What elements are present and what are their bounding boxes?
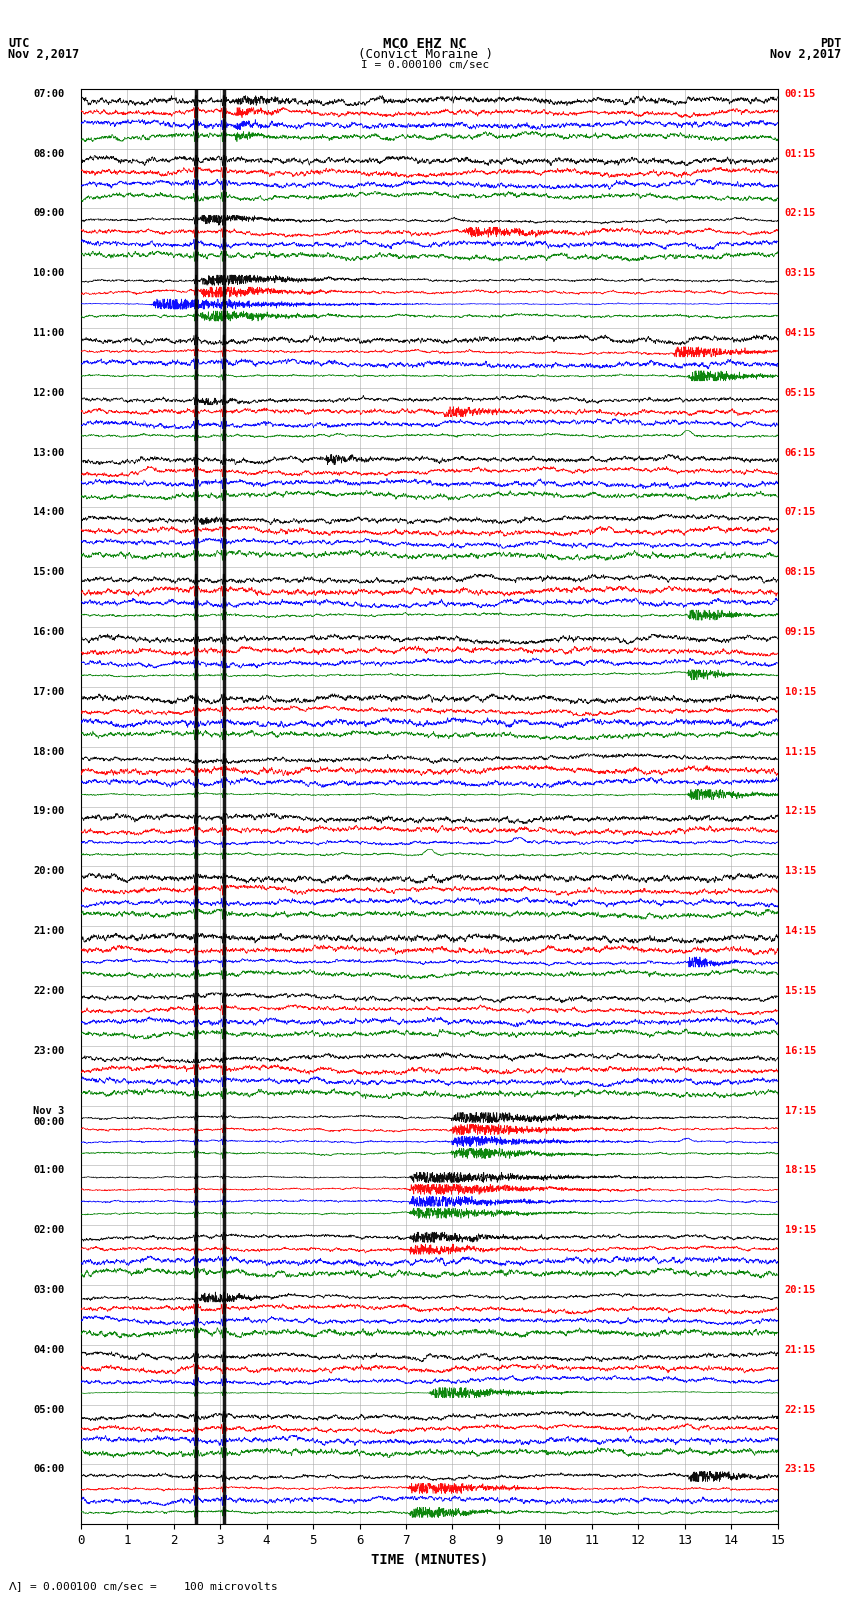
Text: 20:15: 20:15	[785, 1286, 816, 1295]
Text: 23:15: 23:15	[785, 1465, 816, 1474]
Text: 21:00: 21:00	[33, 926, 65, 936]
Text: 15:00: 15:00	[33, 568, 65, 577]
Text: 16:15: 16:15	[785, 1045, 816, 1057]
Text: 13:00: 13:00	[33, 448, 65, 458]
Text: 22:00: 22:00	[33, 986, 65, 995]
Text: 00:15: 00:15	[785, 89, 816, 98]
Text: 14:15: 14:15	[785, 926, 816, 936]
Text: 02:15: 02:15	[785, 208, 816, 218]
Text: 19:15: 19:15	[785, 1226, 816, 1236]
Text: 08:00: 08:00	[33, 148, 65, 158]
Text: 17:00: 17:00	[33, 687, 65, 697]
Text: 03:00: 03:00	[33, 1286, 65, 1295]
Text: 20:00: 20:00	[33, 866, 65, 876]
Text: 22:15: 22:15	[785, 1405, 816, 1415]
Text: 18:00: 18:00	[33, 747, 65, 756]
Text: 07:15: 07:15	[785, 508, 816, 518]
Text: 05:00: 05:00	[33, 1405, 65, 1415]
Text: 21:15: 21:15	[785, 1345, 816, 1355]
Text: 01:00: 01:00	[33, 1165, 65, 1176]
Text: 09:15: 09:15	[785, 627, 816, 637]
Text: UTC: UTC	[8, 37, 30, 50]
Text: 04:00: 04:00	[33, 1345, 65, 1355]
Text: 01:15: 01:15	[785, 148, 816, 158]
Text: 18:15: 18:15	[785, 1165, 816, 1176]
Text: 09:00: 09:00	[33, 208, 65, 218]
Text: 05:15: 05:15	[785, 387, 816, 398]
Text: Nov 2,2017: Nov 2,2017	[8, 48, 80, 61]
Text: Nov 3
00:00: Nov 3 00:00	[33, 1105, 65, 1127]
Text: 06:00: 06:00	[33, 1465, 65, 1474]
Text: 16:00: 16:00	[33, 627, 65, 637]
Text: 02:00: 02:00	[33, 1226, 65, 1236]
Text: MCO EHZ NC: MCO EHZ NC	[383, 37, 467, 52]
Text: PDT: PDT	[820, 37, 842, 50]
Text: 15:15: 15:15	[785, 986, 816, 995]
Text: 14:00: 14:00	[33, 508, 65, 518]
Text: 03:15: 03:15	[785, 268, 816, 277]
Text: 12:00: 12:00	[33, 387, 65, 398]
Text: 08:15: 08:15	[785, 568, 816, 577]
Text: 17:15: 17:15	[785, 1105, 816, 1116]
Text: 04:15: 04:15	[785, 327, 816, 339]
Text: (Convict Moraine ): (Convict Moraine )	[358, 48, 492, 61]
Text: 06:15: 06:15	[785, 448, 816, 458]
Text: 11:15: 11:15	[785, 747, 816, 756]
Text: 10:00: 10:00	[33, 268, 65, 277]
Text: 23:00: 23:00	[33, 1045, 65, 1057]
Text: Nov 2,2017: Nov 2,2017	[770, 48, 842, 61]
X-axis label: TIME (MINUTES): TIME (MINUTES)	[371, 1553, 488, 1566]
Text: I = 0.000100 cm/sec: I = 0.000100 cm/sec	[361, 60, 489, 69]
Text: 07:00: 07:00	[33, 89, 65, 98]
Text: 13:15: 13:15	[785, 866, 816, 876]
Text: $\Lambda$] = 0.000100 cm/sec =    100 microvolts: $\Lambda$] = 0.000100 cm/sec = 100 micro…	[8, 1579, 278, 1594]
Text: 10:15: 10:15	[785, 687, 816, 697]
Text: 19:00: 19:00	[33, 806, 65, 816]
Text: 12:15: 12:15	[785, 806, 816, 816]
Text: 11:00: 11:00	[33, 327, 65, 339]
